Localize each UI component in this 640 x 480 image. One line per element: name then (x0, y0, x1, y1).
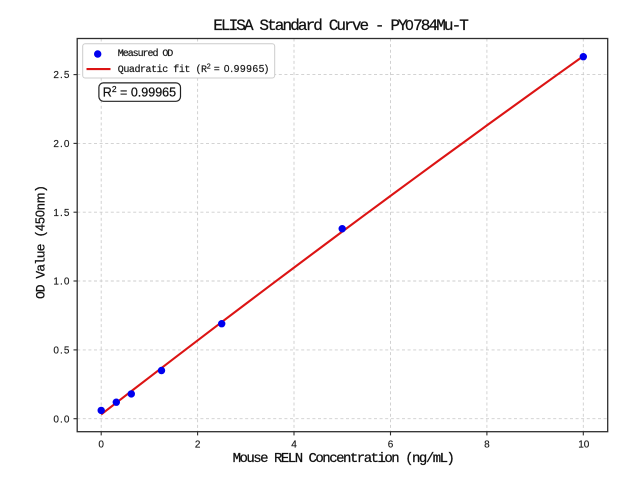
svg-text:0.0: 0.0 (53, 414, 69, 425)
svg-text:Quadratic fit (R2 = 0.99965): Quadratic fit (R2 = 0.99965) (118, 64, 269, 77)
svg-text:8: 8 (484, 439, 490, 450)
svg-text:R2 = 0.99965: R2 = 0.99965 (103, 84, 176, 100)
svg-text:OD Value (450nm): OD Value (450nm) (34, 186, 49, 299)
svg-text:1.5: 1.5 (53, 208, 69, 219)
svg-text:2.5: 2.5 (53, 70, 69, 81)
svg-text:4: 4 (291, 439, 297, 450)
svg-text:0: 0 (98, 439, 104, 450)
svg-text:1.0: 1.0 (53, 277, 69, 288)
svg-text:Measured OD: Measured OD (118, 48, 174, 60)
svg-text:6: 6 (388, 439, 394, 450)
svg-text:ELISA Standard Curve - PY0784M: ELISA Standard Curve - PY0784Mu-T (213, 17, 468, 35)
svg-text:2: 2 (195, 439, 201, 450)
svg-text:2.0: 2.0 (53, 139, 69, 150)
svg-text:Mouse RELN Concentration (ng/m: Mouse RELN Concentration (ng/mL) (233, 451, 454, 467)
svg-text:10: 10 (578, 439, 590, 450)
svg-text:0.5: 0.5 (53, 346, 69, 357)
